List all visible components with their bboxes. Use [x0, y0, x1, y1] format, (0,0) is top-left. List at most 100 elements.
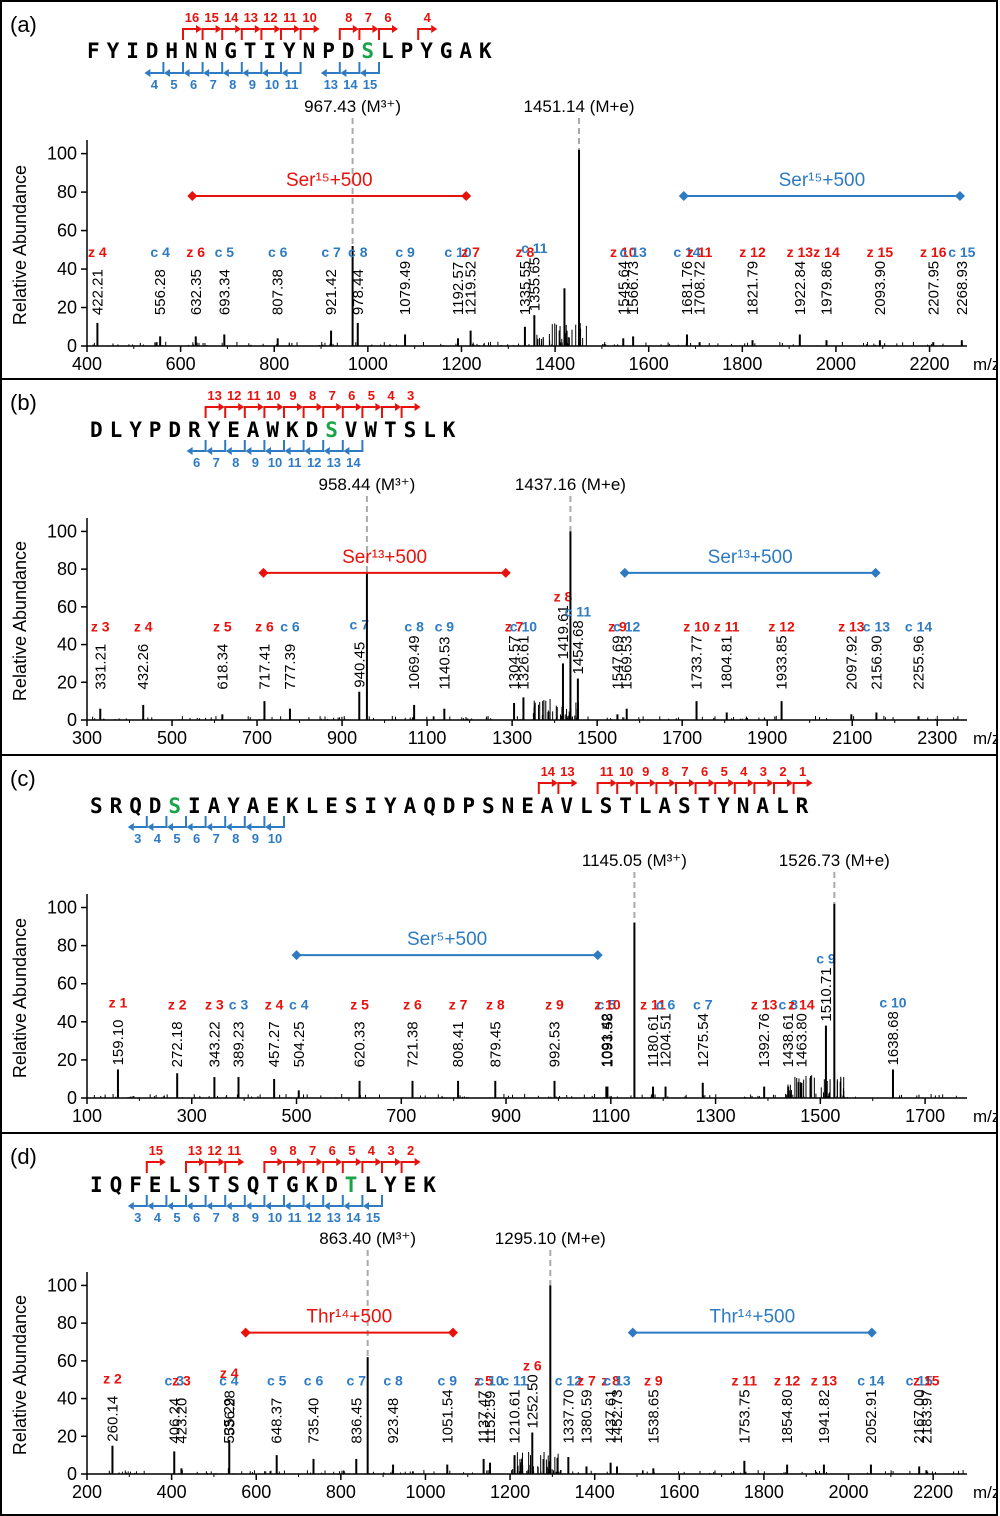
peak-ion-label: c 6: [268, 244, 288, 260]
z-cleavage-bracket: [322, 1161, 337, 1173]
peak-ion-label: c 9: [395, 244, 415, 260]
c-cleavage-number: 10: [268, 831, 282, 846]
peak-mz-label: 923.48: [385, 1398, 402, 1444]
z-cleavage-bracket: [596, 782, 611, 794]
y-tick-label: 100: [47, 898, 77, 918]
spectrum-chart-a: (a)F Y I D H N N G T I Y N P D S L P Y G A K16 15 14 13 12 11 10 8 7…: [10, 10, 996, 374]
c-cleavage-bracket: [310, 440, 325, 452]
sequence-residue: L: [110, 418, 123, 442]
sequence-residue: Y: [717, 794, 730, 818]
z-cleavage-number: 12: [207, 1143, 221, 1158]
c-cleavage-bracket: [346, 62, 361, 74]
peak-ion-label: c 15: [948, 244, 975, 260]
z-cleavage-bracket: [224, 1161, 239, 1173]
peak-ion-label: c 11: [565, 604, 592, 620]
peak-mz-label: 1545.64: [615, 261, 632, 315]
baseline-noise: [92, 323, 944, 346]
z-cleavage-arrow: [728, 779, 735, 787]
peak-mz-label: 389.23: [231, 1021, 248, 1067]
c-cleavage-arrow: [340, 69, 347, 77]
peak-mz-label: 1326.61: [515, 635, 532, 689]
range-endpoint: [461, 190, 472, 201]
peak-ion-label: c 14: [905, 619, 932, 635]
sequence-residue: R: [110, 794, 123, 818]
z-cleavage-bracket: [224, 406, 239, 418]
z-cleavage-bracket: [182, 28, 196, 40]
x-tick-label: 1400: [535, 354, 575, 374]
z-cleavage-arrow: [235, 25, 242, 33]
axes: 0 20 40 60 80 100 400 600 800 1000 1200 1400 1600 180…: [10, 140, 996, 374]
z-cleavage-bracket: [361, 1161, 376, 1173]
peak-mz-label: 921.42: [323, 269, 340, 315]
peak-mz-label: 1304.57: [506, 635, 523, 689]
peak-mz-label: 2183.97: [918, 1389, 935, 1443]
sequence-residue: P: [322, 39, 335, 63]
sequence-residue: N: [185, 39, 198, 63]
c-cleavage-number: 7: [210, 77, 217, 92]
sequence-residue: T: [244, 39, 257, 63]
range-label: Thr¹⁴+500: [709, 1307, 795, 1328]
range-label: Ser⁵+500: [407, 929, 487, 950]
z-cleavage-number: 11: [227, 1143, 241, 1158]
peak-ion-label: z 2: [103, 1371, 122, 1387]
c-cleavage-bracket: [170, 62, 184, 74]
peak-mz-label: 159.10: [110, 1020, 127, 1066]
z-cleavage-arrow: [414, 1158, 421, 1166]
sequence-residue: F: [129, 1173, 142, 1197]
peak-ion-label: c 12: [613, 619, 640, 635]
x-tick-label: 300: [72, 728, 102, 748]
y-tick-label: 20: [57, 298, 77, 318]
peak-mz-label: 272.18: [169, 1021, 186, 1067]
range-endpoint: [187, 190, 198, 201]
peaks: 331.21 z 3 432.26 z 4 618.34 z 5 717.41 z 6 777.…: [91, 531, 932, 720]
peak-mz-label: 2268.93: [954, 261, 971, 315]
peak-ion-label: z 13: [787, 244, 814, 260]
peak-ion-label: z 14: [813, 244, 840, 260]
peak-ion-label: z 7: [449, 996, 468, 1012]
z-cleavage-bracket: [204, 406, 219, 418]
peak-ion-label: c 7: [321, 244, 341, 260]
c-cleavage-arrow: [304, 1202, 311, 1210]
c-cleavage-arrow: [281, 69, 288, 77]
c-cleavage-number: 6: [193, 1210, 200, 1225]
c-cleavage-bracket: [192, 816, 207, 828]
z-cleavage-bracket: [299, 28, 314, 40]
z-ion-cleavage-markers: 15 13 12 11 9 8 7 6 5 4 3 2: [145, 1143, 421, 1173]
sequence-residue: Y: [384, 1173, 397, 1197]
z-cleavage-bracket: [400, 1161, 415, 1173]
sequence-residue: G: [440, 39, 453, 63]
c-cleavage-arrow: [167, 1202, 173, 1210]
sequence-residue: P: [149, 418, 162, 442]
peak-mz-label: 1566.73: [625, 261, 642, 315]
sequence-residue: T: [619, 794, 632, 818]
y-tick-label: 0: [67, 1088, 77, 1108]
c-cleavage-number: 15: [366, 1210, 380, 1225]
peak-ion-label: z 11: [714, 619, 740, 635]
sequence-residue: A: [247, 794, 260, 818]
sequence-residue: Y: [384, 794, 397, 818]
sequence-residue: S: [345, 794, 358, 818]
c-cleavage-arrow: [225, 823, 232, 831]
modified-residue: S: [361, 39, 374, 63]
y-tick-label: 80: [57, 559, 77, 579]
c-cleavage-arrow: [144, 69, 151, 77]
peak-ion-label: z 10: [610, 244, 637, 260]
z-cleavage-bracket: [537, 782, 552, 794]
sequence-residue: A: [541, 794, 554, 818]
peak-ion-label: z 6: [186, 244, 205, 260]
z-cleavage-bracket: [221, 28, 236, 40]
z-cleavage-bracket: [400, 406, 415, 418]
y-tick-label: 20: [57, 1050, 77, 1070]
z-cleavage-number: 13: [244, 10, 258, 25]
z-cleavage-arrow: [375, 1158, 382, 1166]
z-cleavage-bracket: [358, 28, 373, 40]
sequence-residue: E: [227, 418, 240, 442]
x-axis-label: m/z: [973, 355, 996, 374]
sequence-residue: T: [208, 1173, 221, 1197]
sequence-residue: G: [286, 1173, 299, 1197]
sequence-residue: A: [756, 794, 769, 818]
z-cleavage-arrow: [708, 779, 715, 787]
z-cleavage-arrow: [551, 779, 558, 787]
sequence-residue: N: [205, 39, 218, 63]
peak-mz-label: 1708.72: [692, 261, 709, 315]
